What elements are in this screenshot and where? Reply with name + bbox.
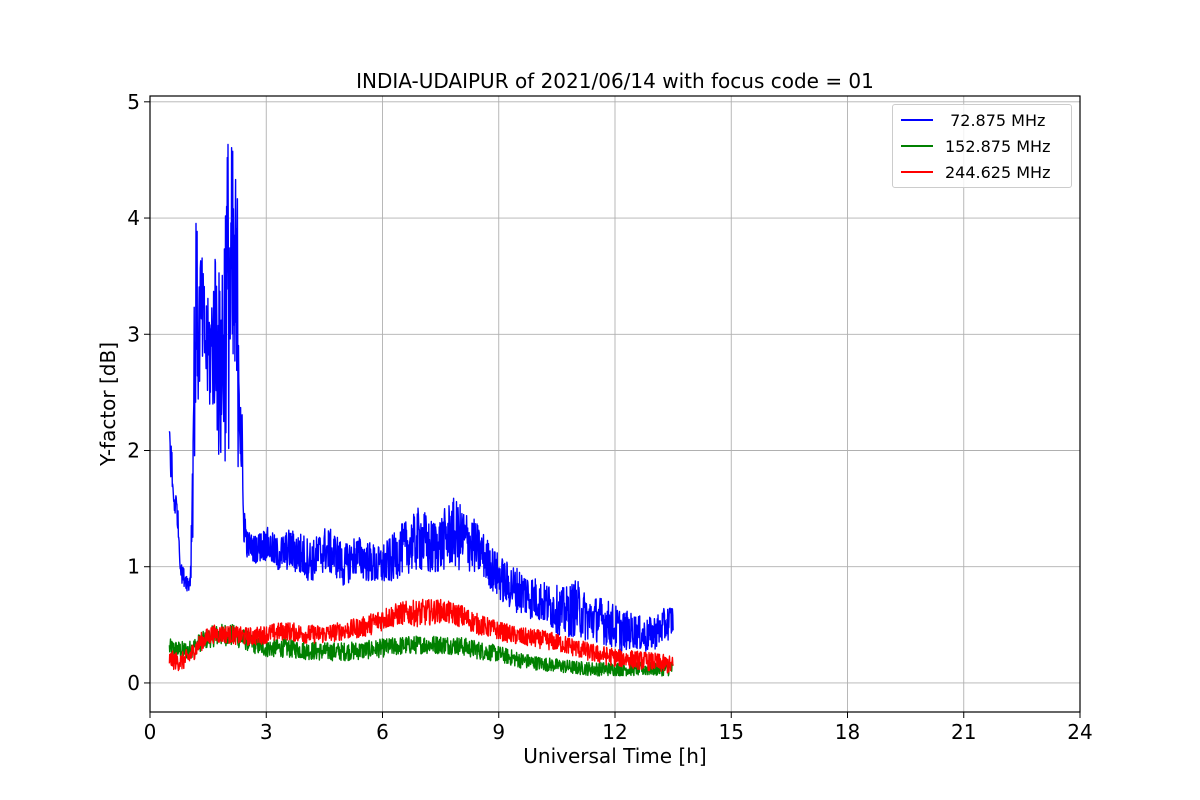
x-tick-label: 21 [951, 720, 976, 744]
y-tick-label: 2 [127, 438, 140, 462]
y-axis-label: Y-factor [dB] [96, 342, 120, 467]
x-tick-label: 15 [719, 720, 744, 744]
y-tick-label: 1 [127, 555, 140, 579]
y-tick-label: 4 [127, 206, 140, 230]
legend-label: 72.875 MHz [945, 111, 1046, 130]
x-axis-label: Universal Time [h] [523, 744, 706, 768]
x-tick-label: 24 [1067, 720, 1092, 744]
y-axis: 0 1 2 3 4 5 [127, 90, 150, 695]
x-tick-label: 12 [602, 720, 627, 744]
y-tick-label: 5 [127, 90, 140, 114]
legend-label: 244.625 MHz [945, 163, 1051, 182]
y-tick-label: 0 [127, 671, 140, 695]
legend-label: 152.875 MHz [945, 137, 1051, 156]
x-axis: 0 3 6 9 12 15 18 21 24 [144, 712, 1093, 744]
legend-item-72-875: 72.875 MHz [893, 109, 1071, 131]
x-tick-label: 6 [376, 720, 389, 744]
series-line-0 [168, 143, 674, 652]
x-tick-label: 9 [492, 720, 505, 744]
y-tick-label: 3 [127, 322, 140, 346]
series-layer [168, 143, 674, 677]
legend-item-152-875: 152.875 MHz [893, 135, 1071, 157]
legend-swatch [901, 145, 933, 147]
legend-swatch [901, 171, 933, 173]
series-line-2 [168, 598, 674, 674]
x-tick-label: 0 [144, 720, 157, 744]
x-tick-label: 18 [835, 720, 860, 744]
chart-title: INDIA-UDAIPUR of 2021/06/14 with focus c… [356, 69, 874, 93]
legend-item-244-625: 244.625 MHz [893, 161, 1071, 183]
chart-legend: 72.875 MHz 152.875 MHz 244.625 MHz [892, 104, 1072, 188]
x-tick-label: 3 [260, 720, 273, 744]
legend-swatch [901, 119, 933, 121]
